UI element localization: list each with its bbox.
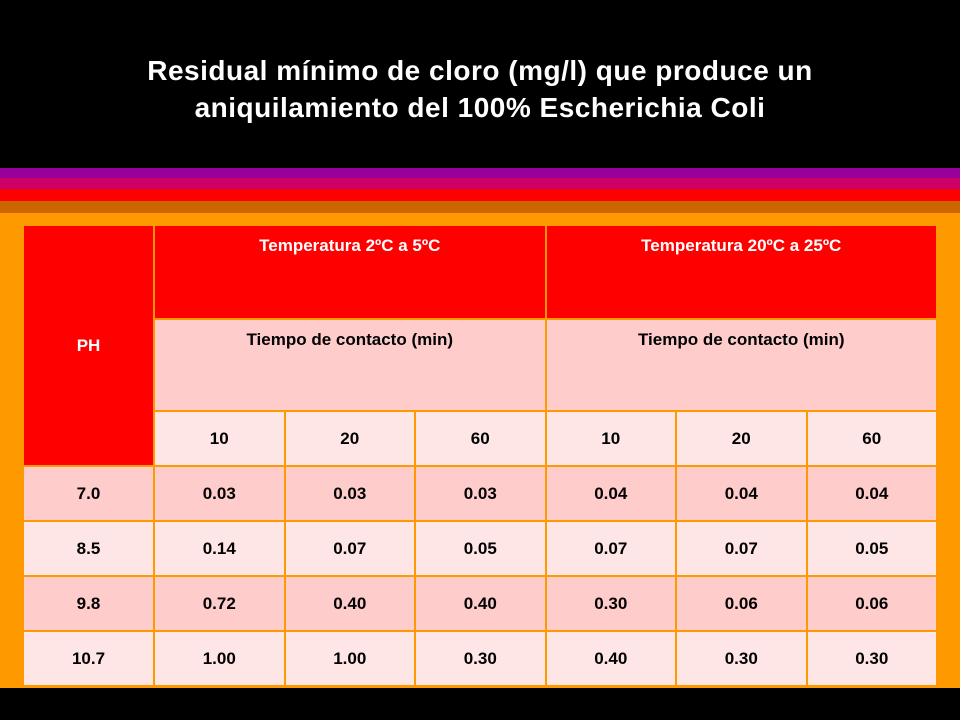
table-cell: 0.07 — [675, 520, 808, 577]
table-cell: 0.72 — [153, 575, 286, 632]
table-cell: 0.30 — [675, 630, 808, 687]
table-cell: 9.8 — [22, 575, 155, 632]
title-line: aniquilamiento del 100% Escherichia Coli — [194, 92, 766, 123]
table-cell: 0.07 — [544, 520, 677, 577]
table-cell: 0.14 — [153, 520, 286, 577]
table-cell: 0.40 — [544, 630, 677, 687]
table-cell: 0.30 — [544, 575, 677, 632]
table-cell: 0.03 — [414, 465, 547, 522]
table-cell: 0.40 — [283, 575, 416, 632]
table-cell: 0.06 — [675, 575, 808, 632]
header-cell: Temperatura 20ºC a 25ºC — [544, 224, 938, 320]
table-cell: 60 — [805, 410, 938, 467]
table-cell: 60 — [414, 410, 547, 467]
table-row: 10.7 1.00 1.00 0.30 0.40 0.30 0.30 — [22, 630, 938, 687]
table-cell: 0.07 — [283, 520, 416, 577]
table-cell: 7.0 — [22, 465, 155, 522]
table-cell: 10 — [153, 410, 286, 467]
table-row: 9.8 0.72 0.40 0.40 0.30 0.06 0.06 — [22, 575, 938, 632]
table-row: 7.0 0.03 0.03 0.03 0.04 0.04 0.04 — [22, 465, 938, 522]
table-cell: 10 — [544, 410, 677, 467]
stripe — [0, 168, 960, 178]
table-cell: 1.00 — [283, 630, 416, 687]
stripe — [0, 189, 960, 201]
table-cell: 0.04 — [805, 465, 938, 522]
table-cell: 0.03 — [283, 465, 416, 522]
header-cell: Tiempo de contacto (min) — [544, 318, 938, 412]
table-cell: 0.05 — [414, 520, 547, 577]
stripe — [0, 178, 960, 189]
header-cell: PH — [22, 224, 155, 467]
table-cell: 20 — [283, 410, 416, 467]
table-cell: 8.5 — [22, 520, 155, 577]
table: PH Temperatura 2ºC a 5ºC Temperatura 20º… — [22, 224, 938, 687]
table-cell: 0.30 — [414, 630, 547, 687]
table-cell: 0.04 — [544, 465, 677, 522]
table-cell: 0.05 — [805, 520, 938, 577]
table-cell: 0.04 — [675, 465, 808, 522]
stripe — [0, 201, 960, 213]
title: Residual mínimo de cloro (mg/l) que prod… — [0, 52, 960, 126]
header-cell: Tiempo de contacto (min) — [153, 318, 547, 412]
table-cell: 0.06 — [805, 575, 938, 632]
title-line: Residual mínimo de cloro (mg/l) que prod… — [147, 55, 813, 86]
table-cell: 0.40 — [414, 575, 547, 632]
header-text: Tiempo de contacto (min) — [637, 330, 845, 349]
header-cell: Temperatura 2ºC a 5ºC — [153, 224, 547, 320]
table-cell: 0.30 — [805, 630, 938, 687]
table-cell: 0.03 — [153, 465, 286, 522]
table-cell: 10.7 — [22, 630, 155, 687]
table-cell: 20 — [675, 410, 808, 467]
table-row: 8.5 0.14 0.07 0.05 0.07 0.07 0.05 — [22, 520, 938, 577]
table-cell: 1.00 — [153, 630, 286, 687]
